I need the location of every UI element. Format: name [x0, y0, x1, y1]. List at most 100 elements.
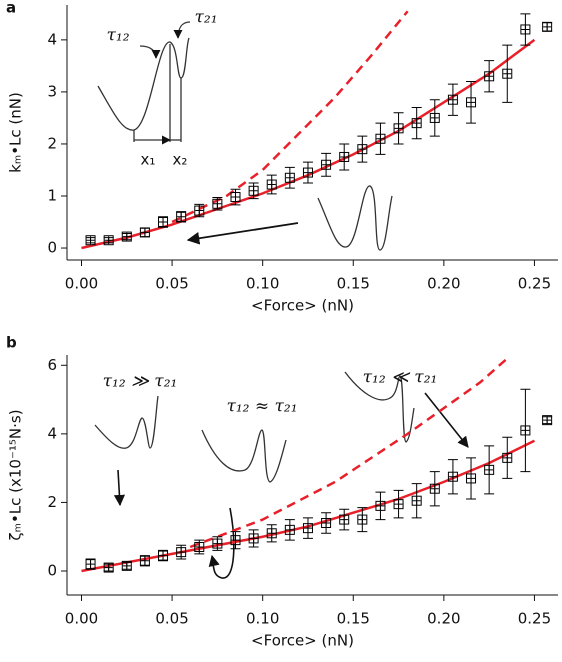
point-cross	[86, 560, 95, 569]
annotation: τ₁₂ ≈ τ₂₁	[226, 397, 297, 417]
point-cross	[358, 145, 367, 154]
point-cross	[394, 124, 403, 133]
data-point	[121, 560, 132, 571]
data-point	[248, 533, 259, 544]
x-tick-label: 0.00	[65, 275, 98, 293]
x-axis-label: <Force> (nN)	[251, 297, 354, 315]
y-axis-label: kₘ•Lc (nN)	[7, 92, 25, 173]
point-cross	[322, 519, 331, 527]
data-point	[284, 524, 295, 535]
data-point	[212, 538, 223, 549]
panel-label: b	[6, 334, 17, 352]
point-cross	[543, 416, 552, 425]
x-tick-label: 0.20	[427, 275, 460, 293]
point-cross	[140, 228, 149, 237]
data-point	[158, 217, 169, 228]
point-cross	[122, 561, 131, 570]
point-cross	[104, 236, 113, 245]
data-point	[194, 542, 205, 552]
data-point	[266, 179, 277, 190]
data-point	[321, 159, 332, 170]
y-axis-label: ζₘ•Lc (x10⁻¹⁵N·s)	[7, 409, 25, 540]
annotation: τ₁₂ ≫ τ₂₁	[103, 372, 178, 392]
y-tick-label: 1	[47, 186, 57, 204]
point-cross	[267, 529, 276, 538]
annotation: τ₁₂ ≪ τ₂₁	[363, 368, 438, 388]
data-point	[230, 535, 241, 546]
x-tick-label: 0.10	[246, 610, 279, 628]
point-cross	[340, 515, 349, 524]
point-cross	[285, 525, 294, 534]
point-cross	[358, 515, 367, 524]
point-cross	[543, 22, 552, 31]
data-point	[139, 227, 150, 238]
point-cross	[213, 539, 222, 548]
point-cross	[267, 180, 276, 189]
data-point	[542, 415, 553, 426]
point-cross	[122, 232, 131, 241]
data-point	[103, 235, 114, 246]
data-point	[502, 68, 513, 79]
point-cross	[104, 563, 113, 572]
point-cross	[322, 160, 331, 169]
y-tick-label: 0	[47, 239, 57, 257]
sketches-b	[94, 371, 469, 579]
dashed-line	[171, 10, 409, 224]
x-tick-label: 0.00	[65, 610, 98, 628]
point-cross	[448, 472, 457, 481]
point-cross	[231, 536, 240, 545]
point-cross	[213, 199, 222, 208]
point-cross	[412, 119, 421, 128]
point-cross	[394, 500, 403, 509]
point-cross	[86, 236, 95, 245]
data-point	[85, 559, 96, 570]
point-cross	[285, 173, 294, 182]
fit-line	[81, 439, 535, 573]
data-point	[447, 471, 458, 482]
y-tick-label: 4	[47, 30, 57, 48]
point-cross	[195, 543, 204, 551]
y-tick-label: 2	[47, 493, 57, 511]
x-tick-label: 0.15	[337, 610, 370, 628]
point-cross	[231, 193, 240, 202]
y-tick-label: 4	[47, 424, 57, 442]
point-cross	[503, 453, 512, 462]
annotation: τ₂₁	[194, 8, 217, 28]
annotation: x₂	[173, 151, 188, 169]
data-point	[321, 518, 332, 528]
data-point	[176, 211, 187, 222]
y-tick-label: 2	[47, 134, 57, 152]
point-cross	[376, 134, 385, 143]
data-point	[158, 550, 169, 561]
dashed-line	[189, 357, 509, 549]
data-point	[375, 133, 386, 144]
point-cross	[159, 551, 168, 560]
point-cross	[467, 98, 476, 107]
x-tick-label: 0.25	[518, 275, 551, 293]
data-point	[447, 94, 458, 105]
y-tick-label: 3	[47, 82, 57, 100]
data-point	[542, 21, 553, 32]
data-point	[284, 172, 295, 183]
data-point	[393, 499, 404, 510]
x-axis-label: <Force> (nN)	[251, 632, 354, 650]
x-tick-label: 0.10	[246, 275, 279, 293]
point-cross	[303, 524, 312, 533]
data-point	[466, 97, 477, 108]
sketches-a	[97, 21, 393, 251]
point-cross	[430, 113, 439, 122]
x-tick-label: 0.05	[155, 275, 188, 293]
data-point	[429, 112, 440, 123]
x-tick-label: 0.20	[427, 610, 460, 628]
data-point	[484, 464, 495, 475]
point-cross	[485, 72, 494, 81]
point-cross	[503, 69, 512, 78]
data-point	[103, 562, 114, 573]
data-point	[85, 235, 96, 246]
data-point	[176, 547, 187, 558]
data-point	[230, 192, 241, 203]
point-cross	[177, 212, 186, 221]
data-point	[429, 483, 440, 494]
point-cross	[303, 168, 312, 177]
